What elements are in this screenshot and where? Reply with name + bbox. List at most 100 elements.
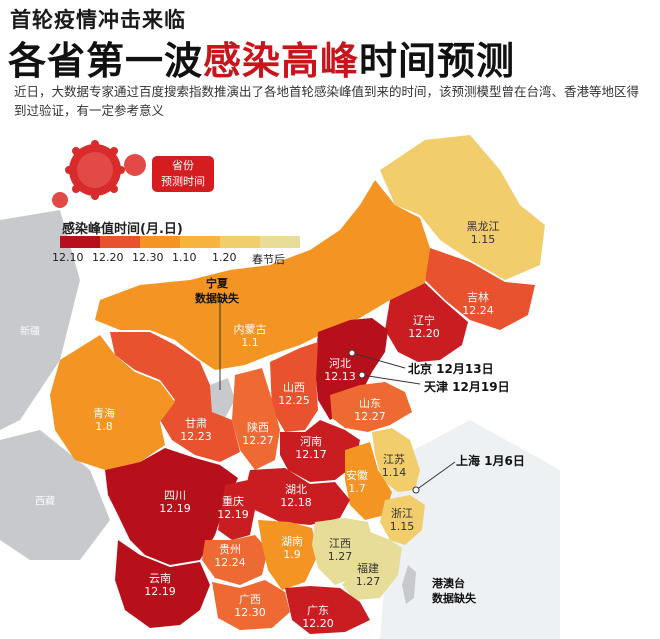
province-label: 陕西 12.27 — [242, 421, 274, 447]
province-peak-date: 1.15 — [470, 233, 496, 246]
callout-line-tianjin — [361, 374, 421, 385]
callout-line-shanghai — [415, 461, 456, 491]
legend-label: 12.10 — [52, 251, 84, 264]
neighbor-region-west — [0, 210, 80, 430]
callout-line-beijing — [351, 352, 406, 369]
title-part-2: 时间预测 — [359, 39, 516, 83]
province-peak-date: 1.9 — [283, 548, 301, 561]
province-name: 福建 — [357, 562, 379, 575]
province-peak-date: 12.20 — [408, 327, 440, 340]
province-shape-hubei — [245, 468, 350, 525]
province-label: 山东 12.27 — [354, 397, 386, 423]
shanghai-dot — [412, 486, 420, 494]
province-shape-anhui — [345, 442, 392, 520]
description-text: 近日，大数据专家通过百度搜索指数推演出了各地首轮感染峰值到来的时间，该预测模型曾… — [14, 84, 640, 118]
province-label: 湖北 12.18 — [280, 483, 312, 509]
tag-line-1: 省份 — [172, 159, 194, 172]
province-name: 安徽 — [346, 469, 368, 482]
province-label: 河南 12.17 — [295, 435, 327, 461]
province-name: 山西 — [283, 381, 305, 394]
page-title: 各省第一波感染高峰时间预测 — [8, 30, 515, 85]
tianjin-dot — [358, 371, 366, 379]
province-peak-date: 12.27 — [242, 434, 274, 447]
legend-labels: 12.10 12.20 12.30 1.10 1.20 春节后 — [52, 251, 292, 267]
province-peak-date: 12.19 — [144, 585, 176, 598]
province-shape-chongqing — [218, 480, 255, 540]
province-name: 河北 — [329, 357, 351, 370]
province-label: 辽宁 12.20 — [408, 314, 440, 340]
title-part-1: 各省第一波 — [8, 39, 204, 83]
province-label: 云南 12.19 — [144, 572, 176, 598]
legend-label: 12.30 — [132, 251, 164, 264]
province-peak-date: 12.23 — [180, 430, 212, 443]
province-shape-fujian — [342, 530, 402, 600]
neighbor-label-2: 西藏 — [35, 496, 55, 508]
callout-shanghai: 上海 1月6日 — [456, 454, 525, 468]
province-shape-liaoning — [385, 283, 468, 362]
callout-ningxia: 宁夏 数据缺失 — [195, 277, 239, 305]
tag-line-2: 预测时间 — [161, 175, 205, 188]
province-name: 青海 — [93, 407, 115, 420]
province-label: 广东 12.20 — [302, 604, 334, 630]
province-name: 吉林 — [467, 291, 489, 304]
province-label: 四川 12.19 — [159, 489, 191, 515]
province-label: 湖南 1.9 — [281, 535, 303, 561]
legend-swatch — [140, 236, 180, 248]
province-peak-date: 12.19 — [217, 508, 249, 521]
province-label: 青海 1.8 — [93, 407, 115, 433]
legend-swatch — [100, 236, 140, 248]
province-label: 江苏 1.14 — [382, 453, 407, 479]
province-name: 江苏 — [383, 453, 405, 466]
province-label: 安徽 1.7 — [346, 469, 368, 495]
province-label: 河北 12.13 — [324, 357, 356, 383]
province-peak-date: 12.24 — [462, 304, 494, 317]
province-peak-date: 12.25 — [278, 394, 310, 407]
province-label: 广西 12.30 — [234, 593, 266, 619]
province-shape-gansu — [110, 332, 240, 462]
province-shape-shandong — [330, 382, 412, 432]
province-label: 甘肃 12.23 — [180, 417, 212, 443]
neighbor-label-1: 新疆 — [20, 326, 40, 338]
province-label: 浙江 1.15 — [390, 507, 415, 533]
province-shape-yunnan — [115, 540, 210, 628]
province-peak-date: 1.15 — [389, 520, 415, 533]
province-shape-zhejiang — [380, 495, 425, 545]
province-name: 广东 — [307, 604, 329, 617]
province-shape-jilin — [425, 248, 535, 330]
province-name: 湖北 — [285, 483, 307, 496]
province-peak-date: 1.8 — [95, 420, 113, 433]
province-name: 云南 — [149, 572, 171, 585]
legend-swatch — [220, 236, 260, 248]
province-shape-taiwan — [402, 565, 416, 604]
sea — [380, 420, 560, 639]
province-name: 四川 — [164, 489, 186, 502]
legend-label: 1.20 — [212, 251, 237, 264]
province-shape-shanxi — [270, 342, 318, 432]
province-label: 重庆 12.19 — [217, 495, 249, 521]
province-tag-badge: 省份 预测时间 — [152, 156, 214, 192]
province-label: 内蒙古 1.1 — [234, 323, 267, 349]
province-peak-date: 12.24 — [214, 556, 246, 569]
province-peak-date: 1.7 — [348, 482, 366, 495]
province-shape-shaanxi — [232, 368, 280, 470]
legend-swatches — [60, 236, 300, 248]
province-shape-qinghai — [50, 335, 175, 470]
province-name: 贵州 — [219, 543, 241, 556]
province-peak-date: 12.18 — [280, 496, 312, 509]
province-peak-date: 1.14 — [381, 466, 407, 479]
province-peak-date: 12.30 — [234, 606, 266, 619]
province-name: 山东 — [359, 397, 381, 410]
callout-beijing: 北京 12月13日 — [408, 362, 494, 376]
province-peak-date: 12.17 — [295, 448, 327, 461]
neighbor-region-xizang — [0, 430, 110, 560]
province-name: 江西 — [329, 537, 351, 550]
legend-swatch — [60, 236, 100, 248]
province-name: 河南 — [300, 435, 322, 448]
province-label: 福建 1.27 — [356, 562, 381, 588]
province-peak-date: 12.13 — [324, 370, 356, 383]
beijing-dot — [348, 349, 356, 357]
province-peak-date: 12.19 — [159, 502, 191, 515]
province-shape-jiangsu — [372, 428, 420, 492]
province-name: 重庆 — [222, 495, 244, 508]
province-shape-ningxia — [210, 378, 235, 418]
